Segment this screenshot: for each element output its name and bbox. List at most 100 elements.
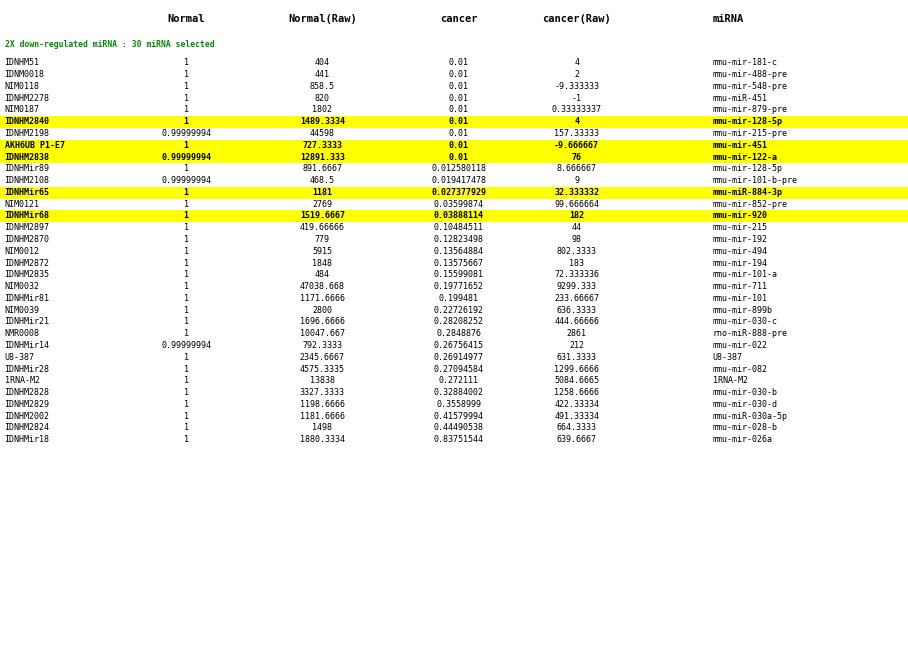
Text: 1: 1 <box>183 317 189 326</box>
Text: 468.5: 468.5 <box>310 176 335 185</box>
Text: IDNHMir21: IDNHMir21 <box>5 317 50 326</box>
Text: 1: 1 <box>183 258 189 268</box>
Text: mmu-mir-494: mmu-mir-494 <box>713 247 768 256</box>
Text: 1696.6666: 1696.6666 <box>300 317 345 326</box>
Text: 99.666664: 99.666664 <box>554 199 599 209</box>
Text: 404: 404 <box>315 58 330 68</box>
Text: 0.01: 0.01 <box>449 82 469 91</box>
Text: NIM0121: NIM0121 <box>5 199 40 209</box>
Text: mmu-mir-082: mmu-mir-082 <box>713 365 768 373</box>
Text: 0.13575667: 0.13575667 <box>433 258 484 268</box>
Text: IDNHM2835: IDNHM2835 <box>5 270 50 280</box>
Text: 3327.3333: 3327.3333 <box>300 388 345 397</box>
Text: mmu-mir-899b: mmu-mir-899b <box>713 306 773 314</box>
Text: 444.66666: 444.66666 <box>554 317 599 326</box>
Text: mmu-mir-215: mmu-mir-215 <box>713 223 768 232</box>
Text: 1519.6667: 1519.6667 <box>300 211 345 221</box>
Text: mmu-mir-451: mmu-mir-451 <box>713 140 768 150</box>
Text: IDNHM2870: IDNHM2870 <box>5 235 50 244</box>
Text: 10047.667: 10047.667 <box>300 329 345 339</box>
Text: mmu-mir-194: mmu-mir-194 <box>713 258 768 268</box>
Text: 1171.6666: 1171.6666 <box>300 294 345 303</box>
Text: NMR0008: NMR0008 <box>5 329 40 339</box>
Text: 0.15599081: 0.15599081 <box>433 270 484 280</box>
Text: 419.66666: 419.66666 <box>300 223 345 232</box>
Text: NIM0039: NIM0039 <box>5 306 40 314</box>
Text: mmu-mir-028-b: mmu-mir-028-b <box>713 423 778 432</box>
Text: 0.199481: 0.199481 <box>439 294 479 303</box>
Text: 779: 779 <box>315 235 330 244</box>
Text: 0.13564884: 0.13564884 <box>433 247 484 256</box>
Bar <box>0 187 908 199</box>
Text: mmu-mir-215-pre: mmu-mir-215-pre <box>713 129 788 138</box>
Text: mmu-mir-122-a: mmu-mir-122-a <box>713 153 778 162</box>
Text: mmu-mir-879-pre: mmu-mir-879-pre <box>713 106 788 114</box>
Text: 1: 1 <box>183 223 189 232</box>
Text: 0.01: 0.01 <box>449 140 469 150</box>
Text: mmu-mir-192: mmu-mir-192 <box>713 235 768 244</box>
Text: 0.99999994: 0.99999994 <box>161 153 212 162</box>
Text: 1: 1 <box>183 94 189 103</box>
Text: IDNHMir14: IDNHMir14 <box>5 341 50 350</box>
Text: mmu-mir-852-pre: mmu-mir-852-pre <box>713 199 788 209</box>
Text: 0.19771652: 0.19771652 <box>433 282 484 291</box>
Text: IDNHM51: IDNHM51 <box>5 58 40 68</box>
Text: 1: 1 <box>183 247 189 256</box>
Text: mmu-mir-128-5p: mmu-mir-128-5p <box>713 117 783 126</box>
Text: U8-387: U8-387 <box>713 353 743 362</box>
Text: 1802: 1802 <box>312 106 332 114</box>
Text: 1: 1 <box>183 365 189 373</box>
Bar <box>0 151 908 163</box>
Text: 0.272111: 0.272111 <box>439 376 479 385</box>
Text: 792.3333: 792.3333 <box>302 341 342 350</box>
Text: -9.666667: -9.666667 <box>554 140 599 150</box>
Text: 631.3333: 631.3333 <box>557 353 597 362</box>
Text: 664.3333: 664.3333 <box>557 423 597 432</box>
Text: 727.3333: 727.3333 <box>302 140 342 150</box>
Text: 422.33334: 422.33334 <box>554 400 599 409</box>
Text: 1: 1 <box>183 411 189 421</box>
Text: mmu-miR-451: mmu-miR-451 <box>713 94 768 103</box>
Text: 13838: 13838 <box>310 376 335 385</box>
Text: mmu-mir-030-d: mmu-mir-030-d <box>713 400 778 409</box>
Text: 639.6667: 639.6667 <box>557 435 597 444</box>
Text: 1181.6666: 1181.6666 <box>300 411 345 421</box>
Text: 0.44490538: 0.44490538 <box>433 423 484 432</box>
Text: mmu-mir-181-c: mmu-mir-181-c <box>713 58 778 68</box>
Text: mmu-mir-711: mmu-mir-711 <box>713 282 768 291</box>
Text: 858.5: 858.5 <box>310 82 335 91</box>
Text: 1299.6666: 1299.6666 <box>554 365 599 373</box>
Text: IDNHM2828: IDNHM2828 <box>5 388 50 397</box>
Text: 0.03599874: 0.03599874 <box>433 199 484 209</box>
Text: 0.41579994: 0.41579994 <box>433 411 484 421</box>
Text: 5915: 5915 <box>312 247 332 256</box>
Text: 2345.6667: 2345.6667 <box>300 353 345 362</box>
Text: mmu-miR-030a-5p: mmu-miR-030a-5p <box>713 411 788 421</box>
Text: 4: 4 <box>574 58 579 68</box>
Text: 182: 182 <box>569 211 584 221</box>
Text: 820: 820 <box>315 94 330 103</box>
Text: 1: 1 <box>183 70 189 79</box>
Text: 0.28208252: 0.28208252 <box>433 317 484 326</box>
Bar <box>0 116 908 128</box>
Text: 0.01: 0.01 <box>449 129 469 138</box>
Text: mmu-mir-128-5p: mmu-mir-128-5p <box>713 165 783 173</box>
Text: 0.01: 0.01 <box>449 117 469 126</box>
Text: mmu-mir-101-b-pre: mmu-mir-101-b-pre <box>713 176 798 185</box>
Text: mmu-mir-030-c: mmu-mir-030-c <box>713 317 778 326</box>
Text: 1RNA-M2: 1RNA-M2 <box>713 376 748 385</box>
Text: 441: 441 <box>315 70 330 79</box>
Text: 1: 1 <box>183 117 189 126</box>
Text: 0.22726192: 0.22726192 <box>433 306 484 314</box>
Text: IDNHMir81: IDNHMir81 <box>5 294 50 303</box>
Text: 0.99999994: 0.99999994 <box>161 341 212 350</box>
Text: 1: 1 <box>183 211 189 221</box>
Text: mmu-mir-026a: mmu-mir-026a <box>713 435 773 444</box>
Text: 2: 2 <box>574 70 579 79</box>
Text: 157.33333: 157.33333 <box>554 129 599 138</box>
Text: Normal: Normal <box>167 14 205 23</box>
Text: IDNHMir28: IDNHMir28 <box>5 365 50 373</box>
Text: IDNHM2002: IDNHM2002 <box>5 411 50 421</box>
Text: 1848: 1848 <box>312 258 332 268</box>
Text: -1: -1 <box>571 94 582 103</box>
